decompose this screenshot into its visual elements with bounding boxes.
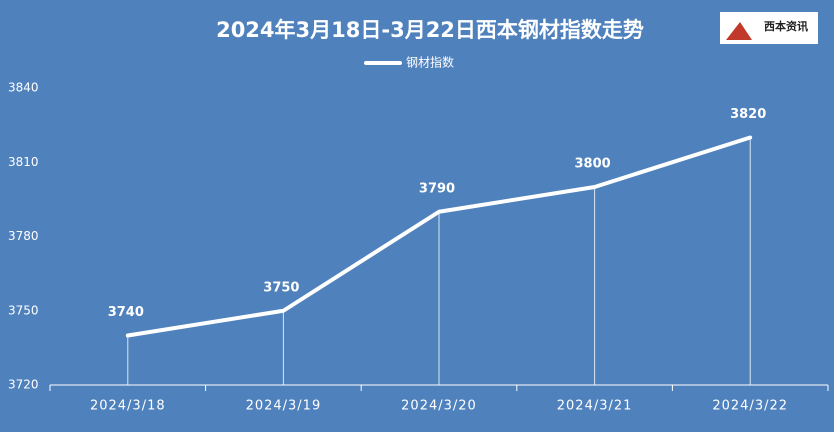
y-tick-label: 3810 (8, 155, 39, 169)
data-label: 3740 (108, 305, 144, 320)
x-tick-label: 2024/3/18 (90, 399, 166, 414)
logo: 西本资讯 (720, 12, 818, 44)
logo-icon (726, 22, 752, 40)
series-line (125, 135, 753, 338)
y-tick-label: 3840 (8, 81, 39, 95)
legend-label: 钢材指数 (406, 55, 454, 70)
y-tick-label: 3720 (8, 378, 39, 392)
y-tick-label: 3780 (8, 229, 39, 243)
chart-title: 2024年3月18日-3月22日西本钢材指数走势 (216, 18, 644, 42)
logo-text: 西本资讯 (764, 19, 808, 33)
x-tick-label: 2024/3/22 (712, 399, 788, 414)
x-tick-label: 2024/3/21 (557, 399, 633, 414)
data-label: 3750 (263, 280, 299, 295)
x-tick-label: 2024/3/20 (401, 399, 477, 414)
x-tick-label: 2024/3/19 (246, 399, 322, 414)
data-label: 3790 (419, 181, 455, 196)
y-tick-label: 3750 (8, 303, 39, 317)
data-label: 3800 (575, 157, 611, 172)
data-label: 3820 (730, 107, 766, 122)
